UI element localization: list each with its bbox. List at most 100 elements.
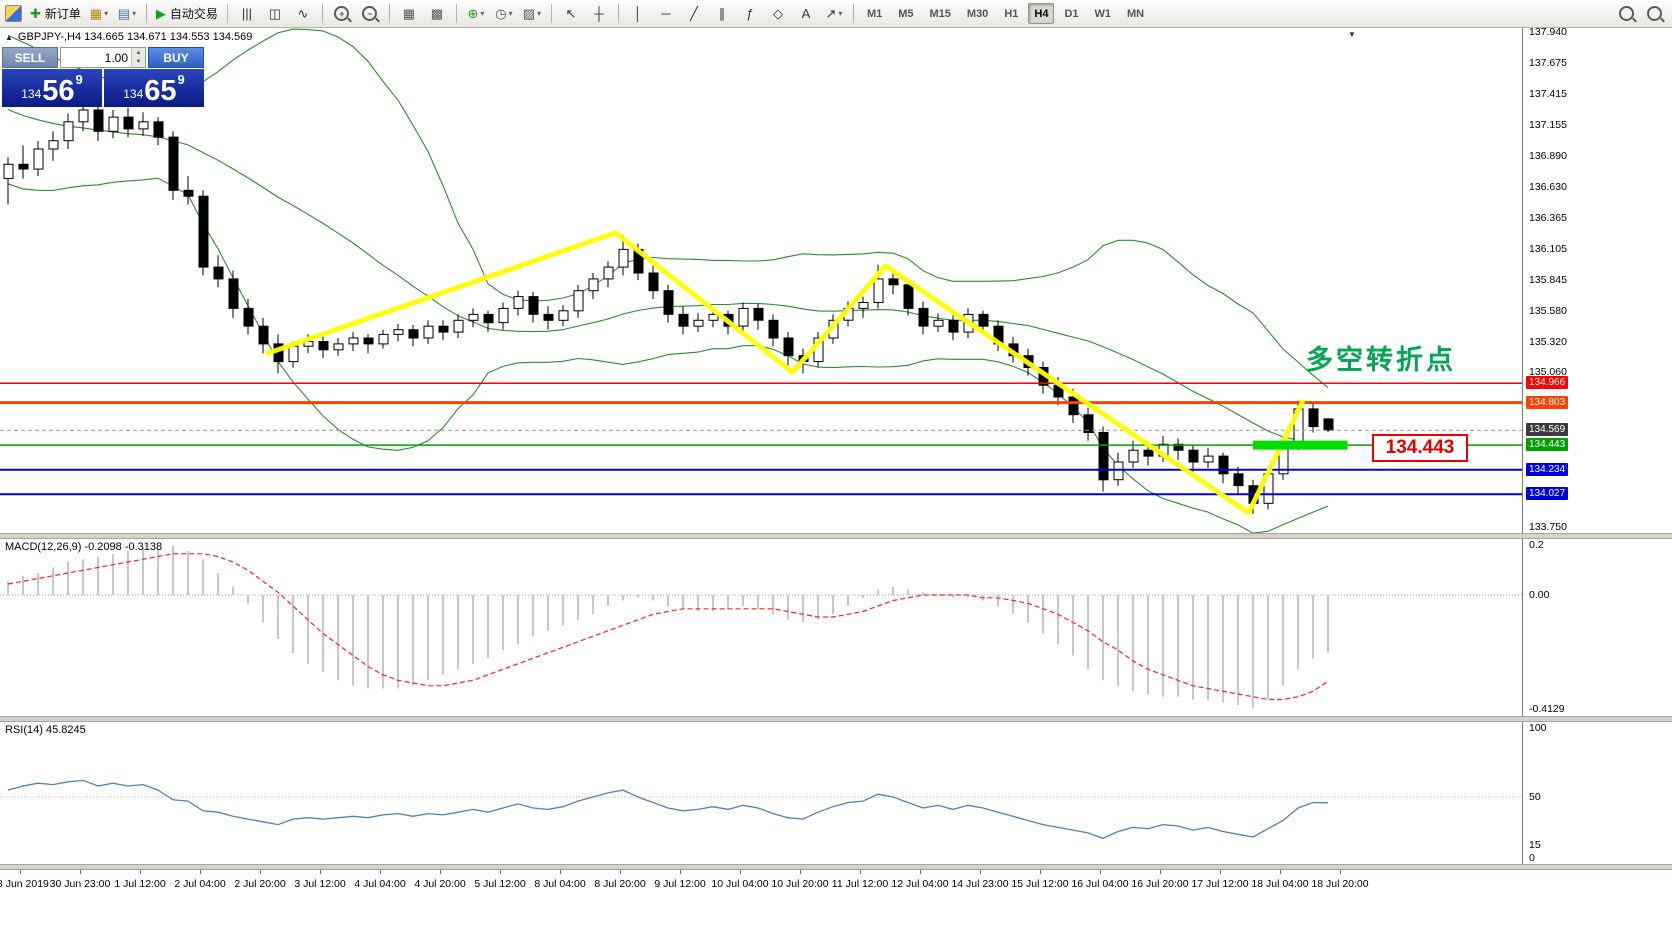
- time-axis-label: 4 Jul 04:00: [354, 878, 406, 890]
- price-axis-label: 135.320: [1529, 335, 1567, 348]
- cursor-icon[interactable]: ↖: [558, 3, 584, 25]
- arrows-icon[interactable]: ↗ ▾: [821, 3, 847, 25]
- price-badge: 134.966: [1526, 376, 1569, 390]
- pane-divider[interactable]: [0, 716, 1672, 722]
- time-axis-label: 8 Jul 20:00: [594, 878, 646, 890]
- volume-up-icon[interactable]: ▲: [132, 48, 145, 58]
- bar-chart-icon[interactable]: |||: [234, 3, 260, 25]
- toolbar: ✚ 新订单 ▦ ▾ ▤ ▾ ▶ 自动交易 ||| ◫ ∿ + − ▦ ▩ ⊕ ▾ ◷ ▾ ▨ ▾ ↖ ┼ │ ─ ╱ ∥ ƒ ◇ A ↗ ▾ M…: [0, 0, 1672, 28]
- rsi-line: [7, 779, 1329, 840]
- shapes-icon[interactable]: ◇: [765, 3, 791, 25]
- periods-icon[interactable]: ◷ ▾: [491, 3, 517, 25]
- timeframe-button-MN[interactable]: MN: [1127, 7, 1145, 20]
- profiles-icon[interactable]: ▤ ▾: [114, 3, 140, 25]
- time-axis-label: 5 Jul 12:00: [474, 878, 526, 890]
- quick-search-icon[interactable]: [1641, 3, 1667, 25]
- chevron-down-icon: ▾: [132, 9, 137, 18]
- indicators-icon: ⊕: [467, 6, 479, 21]
- macd-chart[interactable]: [0, 539, 1522, 716]
- fibonacci-icon[interactable]: ƒ: [737, 3, 763, 25]
- buy-price-panel[interactable]: 134 65 9: [104, 69, 204, 107]
- search-icon[interactable]: [1613, 3, 1639, 25]
- chevron-down-icon: ▾: [537, 9, 542, 18]
- auto-trading-button[interactable]: ▶ 自动交易: [153, 3, 221, 25]
- candlestick-chart-icon[interactable]: ◫: [262, 3, 288, 25]
- price-axis-label: 137.675: [1529, 57, 1567, 70]
- buy-price-sup: 9: [177, 72, 185, 87]
- volume-spinner[interactable]: ▲ ▼: [131, 48, 145, 67]
- buy-price-big: 65: [144, 75, 177, 107]
- text-icon[interactable]: A: [793, 3, 819, 25]
- chevron-down-icon: ▾: [104, 9, 109, 18]
- trendline-icon[interactable]: ╱: [681, 3, 707, 25]
- timeframe-button-M5[interactable]: M5: [898, 7, 914, 20]
- price-badge: 134.569: [1526, 423, 1569, 437]
- zoom-in-button[interactable]: +: [329, 3, 355, 25]
- toolbar-separator: [550, 4, 552, 23]
- volume-input[interactable]: 1.00 ▲ ▼: [60, 47, 146, 68]
- rsi-chart[interactable]: [0, 722, 1522, 864]
- timeframe-button-D1[interactable]: D1: [1064, 7, 1079, 20]
- toolbar-separator: [145, 4, 147, 23]
- crosshair-icon[interactable]: ┼: [586, 3, 612, 25]
- time-tick: [200, 870, 201, 874]
- new-order-button-label: 新订单: [44, 7, 81, 21]
- timeframe-button-W1[interactable]: W1: [1094, 7, 1112, 20]
- toolbar-separator: [455, 4, 457, 23]
- zoom-out-button[interactable]: −: [357, 3, 383, 25]
- indicators-icon[interactable]: ⊕ ▾: [463, 3, 489, 25]
- pane-divider[interactable]: [0, 533, 1672, 539]
- timeframe-button-H1[interactable]: H1: [1004, 7, 1019, 20]
- time-axis-label: 9 Jul 12:00: [654, 878, 706, 890]
- quick-search-icon: [1646, 6, 1662, 21]
- time-tick: [620, 870, 621, 874]
- sell-price-sup: 9: [75, 72, 83, 87]
- time-axis-label: 10 Jul 20:00: [771, 878, 829, 890]
- new-order-button[interactable]: ✚ 新订单: [27, 3, 84, 25]
- sell-price-prefix: 134: [21, 87, 42, 101]
- sell-button[interactable]: SELL: [2, 47, 58, 68]
- price-axis-label: 136.105: [1529, 242, 1567, 255]
- price-chart[interactable]: [0, 28, 1522, 533]
- horizontal-lines-layer[interactable]: [0, 382, 1522, 496]
- price-badge: 134.443: [1526, 438, 1569, 452]
- app-icon: [5, 5, 22, 22]
- cascade-windows-icon[interactable]: ▩: [424, 3, 450, 25]
- buy-button[interactable]: BUY: [148, 47, 204, 68]
- time-tick: [320, 870, 321, 874]
- new-chart-icon[interactable]: ▦ ▾: [86, 3, 112, 25]
- time-tick: [860, 870, 861, 874]
- volume-down-icon[interactable]: ▼: [132, 57, 145, 67]
- rsi-label: RSI(14) 45.8245: [5, 724, 86, 736]
- timeframe-button-M15[interactable]: M15: [929, 7, 951, 20]
- horizontal-line-icon[interactable]: ─: [653, 3, 679, 25]
- sell-price-panel[interactable]: 134 56 9: [2, 69, 102, 107]
- symbol-icon: ▲: [5, 32, 13, 42]
- price-axis[interactable]: 137.940 137.675 137.415 137.155 136.890 136.6…: [1522, 28, 1672, 533]
- time-axis-label: 4 Jul 20:00: [414, 878, 466, 890]
- crosshair-icon: ┼: [594, 6, 604, 21]
- zigzag-trendline[interactable]: [265, 230, 1305, 516]
- chart-shift-marker[interactable]: ▼: [1348, 30, 1356, 39]
- fibonacci-icon: ƒ: [746, 6, 754, 21]
- tile-windows-icon[interactable]: ▦: [396, 3, 422, 25]
- vertical-line-icon[interactable]: │: [625, 3, 651, 25]
- templates-icon[interactable]: ▨ ▾: [519, 3, 545, 25]
- timeframe-button-M1[interactable]: M1: [866, 7, 883, 20]
- time-axis-label: 11 Jul 12:00: [831, 878, 889, 890]
- channel-icon[interactable]: ∥: [709, 3, 735, 25]
- price-axis-label: 135.060: [1529, 366, 1567, 379]
- time-tick: [1340, 870, 1341, 874]
- tile-windows-icon: ▦: [402, 6, 416, 21]
- line-chart-icon[interactable]: ∿: [290, 3, 316, 25]
- timeframe-button-M30[interactable]: M30: [966, 7, 989, 20]
- time-tick: [260, 870, 261, 874]
- volume-value[interactable]: 1.00: [104, 50, 128, 65]
- pane-divider[interactable]: [0, 864, 1672, 870]
- templates-icon: ▨: [522, 6, 536, 21]
- cascade-windows-icon: ▩: [430, 6, 444, 21]
- new-chart-icon: ▦: [89, 6, 103, 21]
- time-tick: [1160, 870, 1161, 874]
- timeframe-button-H4[interactable]: H4: [1028, 3, 1055, 24]
